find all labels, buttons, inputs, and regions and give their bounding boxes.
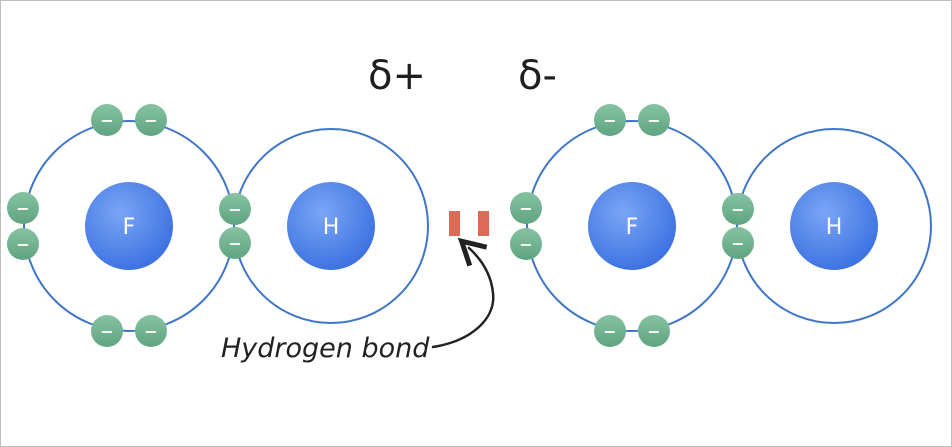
molecule-1: F H − − − − − − − −: [7, 104, 429, 347]
fluorine-nucleus: F: [588, 182, 676, 270]
electron: −: [638, 315, 670, 347]
fluorine-nucleus: F: [85, 182, 173, 270]
hydrogen-bond-label: Hydrogen bond: [221, 333, 430, 364]
electron: −: [135, 104, 167, 136]
electron: −: [91, 315, 123, 347]
hydrogen-shell: [736, 128, 932, 324]
hydrogen-bond-arrow: [431, 248, 495, 349]
fluorine-symbol: F: [123, 215, 136, 240]
svg-text:−: −: [647, 111, 660, 130]
delta-plus-label: δ+: [368, 53, 426, 99]
electron: −: [7, 192, 39, 224]
hydrogen-symbol: H: [826, 215, 843, 240]
electron: −: [594, 315, 626, 347]
svg-text:−: −: [100, 111, 113, 130]
svg-text:−: −: [731, 234, 744, 253]
fluorine-symbol: F: [626, 215, 639, 240]
electron: −: [219, 193, 251, 225]
electron: −: [638, 104, 670, 136]
electron: −: [510, 228, 542, 260]
svg-text:−: −: [647, 322, 660, 341]
electron: −: [722, 193, 754, 225]
hydrogen-symbol: H: [323, 215, 340, 240]
electron: −: [510, 192, 542, 224]
svg-text:−: −: [603, 322, 616, 341]
svg-text:−: −: [144, 322, 157, 341]
svg-text:−: −: [228, 200, 241, 219]
electron: −: [135, 315, 167, 347]
hydrogen-bond: [449, 211, 489, 236]
svg-text:−: −: [519, 199, 532, 218]
electron: −: [7, 228, 39, 260]
svg-text:−: −: [16, 235, 29, 254]
hydrogen-nucleus: H: [790, 182, 878, 270]
svg-text:−: −: [16, 199, 29, 218]
hydrogen-shell: [233, 128, 429, 324]
electron: −: [594, 104, 626, 136]
svg-text:−: −: [144, 111, 157, 130]
molecule-2: F H − − − − − − − −: [510, 104, 932, 347]
electron: −: [91, 104, 123, 136]
svg-text:−: −: [603, 111, 616, 130]
electron: −: [722, 227, 754, 259]
svg-text:−: −: [519, 235, 532, 254]
delta-minus-label: δ-: [518, 53, 557, 99]
svg-text:−: −: [100, 322, 113, 341]
hydrogen-nucleus: H: [287, 182, 375, 270]
svg-text:−: −: [731, 200, 744, 219]
svg-text:−: −: [228, 234, 241, 253]
hydrogen-bond-dash: [449, 211, 460, 236]
electron: −: [219, 227, 251, 259]
hydrogen-bond-dash: [478, 211, 489, 236]
